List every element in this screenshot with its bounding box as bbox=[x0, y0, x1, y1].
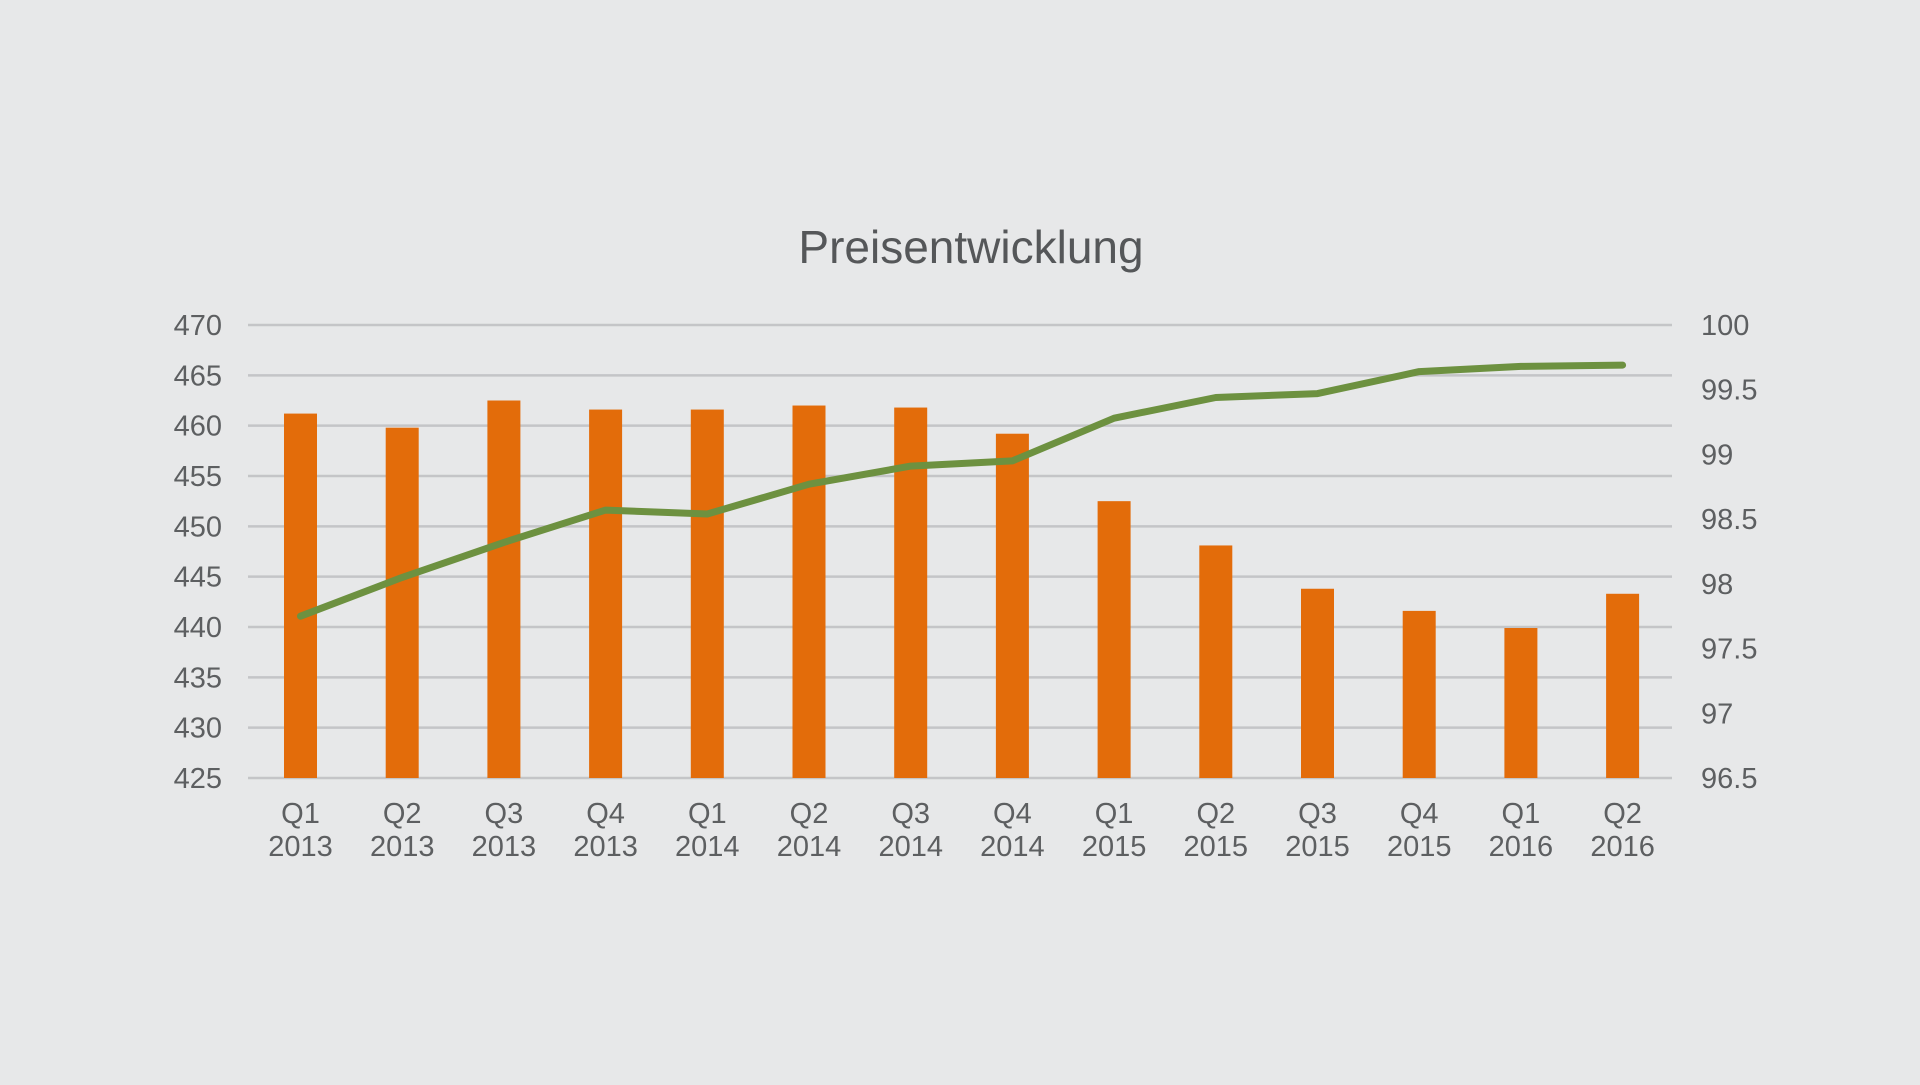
right-tick-label: 97.5 bbox=[1701, 634, 1757, 666]
x-tick-label-year: 2013 bbox=[268, 831, 333, 863]
left-tick-label: 450 bbox=[174, 511, 222, 543]
x-tick-label-quarter: Q3 bbox=[891, 798, 930, 830]
bar bbox=[1504, 628, 1538, 778]
left-tick-label: 425 bbox=[174, 763, 222, 795]
right-tick-label: 98.5 bbox=[1701, 504, 1757, 536]
bar bbox=[1199, 545, 1233, 778]
x-tick-label-quarter: Q4 bbox=[586, 798, 625, 830]
x-tick-label-year: 2015 bbox=[1082, 831, 1147, 863]
left-tick-label: 440 bbox=[174, 612, 222, 644]
gridlines bbox=[248, 323, 1672, 780]
line-path bbox=[297, 361, 1627, 620]
bar bbox=[487, 400, 521, 778]
x-tick-label-quarter: Q4 bbox=[993, 798, 1032, 830]
x-tick-label-quarter: Q2 bbox=[790, 798, 829, 830]
x-tick-label-quarter: Q1 bbox=[1502, 798, 1541, 830]
x-tick-label-year: 2015 bbox=[1387, 831, 1452, 863]
bar-series bbox=[284, 400, 1640, 778]
right-tick-label: 99 bbox=[1701, 439, 1733, 471]
left-tick-label: 435 bbox=[174, 662, 222, 694]
bar bbox=[995, 433, 1029, 778]
x-tick-label-quarter: Q3 bbox=[1298, 798, 1337, 830]
left-tick-label: 460 bbox=[174, 411, 222, 443]
left-tick-label: 430 bbox=[174, 713, 222, 745]
line-series bbox=[297, 361, 1627, 620]
bar bbox=[1606, 593, 1640, 778]
x-tick-label-year: 2013 bbox=[573, 831, 638, 863]
left-tick-label: 445 bbox=[174, 562, 222, 594]
bar bbox=[1402, 610, 1436, 778]
x-tick-label-quarter: Q2 bbox=[1196, 798, 1235, 830]
x-tick-label-quarter: Q1 bbox=[281, 798, 320, 830]
right-tick-label: 96.5 bbox=[1701, 763, 1757, 795]
x-tick-label-year: 2014 bbox=[675, 831, 740, 863]
x-tick-label-quarter: Q2 bbox=[1603, 798, 1642, 830]
x-tick-label-quarter: Q4 bbox=[1400, 798, 1439, 830]
chart-title: Preisentwicklung bbox=[798, 221, 1143, 273]
bar bbox=[792, 405, 826, 778]
x-axis: Q12013Q22013Q32013Q42013Q12014Q22014Q320… bbox=[268, 798, 1655, 863]
bar bbox=[690, 409, 724, 778]
x-tick-label-year: 2014 bbox=[777, 831, 842, 863]
left-tick-label: 455 bbox=[174, 461, 222, 493]
left-y-axis: 425 430 435 440 445 450 455 460 465 470 bbox=[174, 310, 222, 795]
x-tick-label-year: 2013 bbox=[472, 831, 537, 863]
right-tick-label: 99.5 bbox=[1701, 375, 1757, 407]
x-tick-label-year: 2016 bbox=[1590, 831, 1655, 863]
bar bbox=[589, 409, 623, 778]
left-tick-label: 470 bbox=[174, 310, 222, 342]
right-y-axis: 96.5 97 97.5 98 98.5 99 99.5 100 bbox=[1701, 310, 1757, 795]
x-tick-label-quarter: Q1 bbox=[1095, 798, 1134, 830]
bar bbox=[1301, 588, 1334, 778]
right-tick-label: 98 bbox=[1701, 569, 1733, 601]
bar bbox=[284, 413, 317, 778]
x-tick-label-quarter: Q1 bbox=[688, 798, 727, 830]
x-tick-label-year: 2015 bbox=[1184, 831, 1249, 863]
x-tick-label-year: 2016 bbox=[1489, 831, 1554, 863]
bar bbox=[1097, 501, 1131, 778]
x-tick-label-year: 2014 bbox=[980, 831, 1045, 863]
x-tick-label-year: 2015 bbox=[1285, 831, 1350, 863]
left-tick-label: 465 bbox=[174, 360, 222, 392]
x-tick-label-quarter: Q3 bbox=[485, 798, 524, 830]
right-tick-label: 97 bbox=[1701, 698, 1733, 730]
x-tick-label-year: 2014 bbox=[878, 831, 943, 863]
x-tick-label-quarter: Q2 bbox=[383, 798, 422, 830]
right-tick-label: 100 bbox=[1701, 310, 1749, 342]
x-tick-label-year: 2013 bbox=[370, 831, 435, 863]
bar bbox=[385, 427, 419, 778]
